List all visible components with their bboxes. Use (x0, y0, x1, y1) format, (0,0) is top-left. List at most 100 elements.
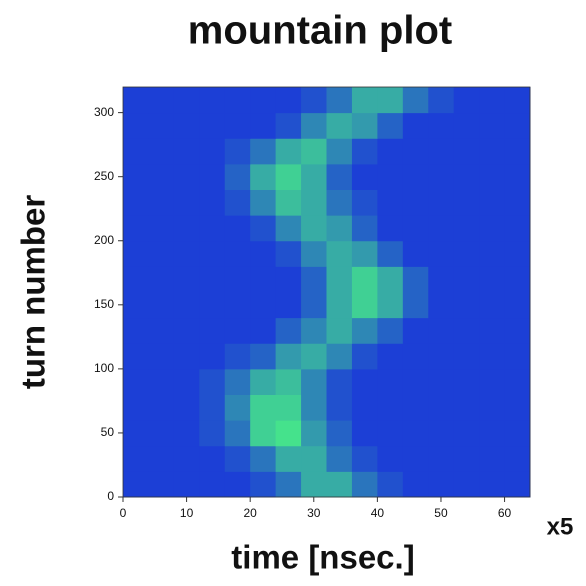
heatmap-cell (123, 292, 149, 319)
heatmap-cell (250, 368, 277, 395)
heatmap-cell (326, 445, 353, 472)
heatmap-cell (199, 240, 226, 267)
heatmap-cell (402, 343, 429, 370)
heatmap-cell (428, 471, 455, 498)
heatmap-cell (148, 240, 175, 267)
heatmap-cell (123, 420, 149, 447)
heatmap-cell (351, 189, 378, 216)
heatmap-cell (504, 163, 531, 190)
heatmap-cell (173, 112, 200, 139)
heatmap-cell (504, 343, 531, 370)
heatmap-cell (275, 189, 302, 216)
heatmap-cell (402, 445, 429, 472)
heatmap-cell (428, 112, 455, 139)
heatmap-cell (402, 471, 429, 498)
heatmap-cell (301, 471, 327, 498)
heatmap-cell (479, 87, 506, 114)
heatmap-cell (148, 343, 175, 370)
heatmap-cell (224, 189, 251, 216)
heatmap-cell (326, 87, 353, 114)
heatmap-cell (148, 266, 175, 293)
heatmap-cell (326, 394, 353, 421)
heatmap-cell (479, 266, 506, 293)
heatmap-cell (275, 445, 302, 472)
heatmap-cell (199, 189, 226, 216)
heatmap-cell (479, 189, 506, 216)
heatmap-cell (275, 343, 302, 370)
heatmap-cell (351, 368, 378, 395)
heatmap-cell (402, 420, 429, 447)
heatmap-cell (453, 343, 480, 370)
heatmap-cell (453, 138, 480, 165)
x-axis-label: time [nsec.] (231, 539, 414, 576)
heatmap-cell (377, 163, 404, 190)
heatmap-cell (402, 87, 429, 114)
heatmap-cell (173, 471, 200, 498)
heatmap-cell (173, 215, 200, 242)
heatmap-cell (479, 240, 506, 267)
heatmap-cell (224, 420, 251, 447)
heatmap-cell (326, 266, 353, 293)
heatmap-cell (504, 189, 531, 216)
heatmap-cell (148, 394, 175, 421)
x-tick-label: 30 (307, 506, 321, 520)
heatmap-cell (250, 343, 277, 370)
heatmap-cell (326, 368, 353, 395)
heatmap-cell (504, 266, 531, 293)
heatmap-cell (224, 240, 251, 267)
heatmap-cell (453, 266, 480, 293)
heatmap-cell (275, 163, 302, 190)
heatmap-cell (402, 292, 429, 319)
heatmap-cell (275, 368, 302, 395)
heatmap-cell (199, 215, 226, 242)
heatmap-cell (377, 317, 404, 344)
heatmap-cell (123, 368, 149, 395)
heatmap-cell (199, 266, 226, 293)
heatmap-cell (148, 420, 175, 447)
heatmap-cell (504, 240, 531, 267)
heatmap-cell (224, 394, 251, 421)
heatmap-cell (301, 420, 327, 447)
heatmap-cell (173, 343, 200, 370)
heatmap-cell (428, 163, 455, 190)
heatmap-cell (351, 394, 378, 421)
heatmap-cell (250, 138, 277, 165)
heatmap-cell (275, 471, 302, 498)
heatmap-cell (453, 112, 480, 139)
heatmap-cell (199, 292, 226, 319)
heatmap-cell (250, 189, 277, 216)
heatmap-cell (275, 394, 302, 421)
heatmap-cell (301, 343, 327, 370)
heatmap-cell (479, 471, 506, 498)
heatmap-cell (377, 343, 404, 370)
heatmap-cell (199, 163, 226, 190)
heatmap-cell (123, 112, 149, 139)
heatmap-cell (402, 112, 429, 139)
heatmap-cell (428, 189, 455, 216)
heatmap-cell (123, 343, 149, 370)
heatmap-cell (275, 266, 302, 293)
y-tick-label: 0 (107, 489, 114, 503)
x-tick-label: 20 (244, 506, 258, 520)
x-tick-label: 10 (180, 506, 194, 520)
heatmap-cell (504, 215, 531, 242)
heatmap-cell (428, 215, 455, 242)
heatmap-cell (148, 292, 175, 319)
heatmap-cell (275, 138, 302, 165)
heatmap-cell (224, 317, 251, 344)
y-axis-label: turn number (15, 195, 52, 389)
heatmap-cell (123, 215, 149, 242)
heatmap-cell (123, 394, 149, 421)
heatmap-cell (148, 317, 175, 344)
heatmap-cell (224, 368, 251, 395)
heatmap-cell (148, 368, 175, 395)
heatmap-cell (301, 163, 327, 190)
heatmap-cell (224, 138, 251, 165)
x-tick-label: 60 (498, 506, 512, 520)
heatmap-cell (199, 87, 226, 114)
heatmap-cell (250, 394, 277, 421)
heatmap-cell (148, 138, 175, 165)
heatmap-cell (479, 292, 506, 319)
heatmap-cell (453, 420, 480, 447)
heatmap-cell (123, 266, 149, 293)
